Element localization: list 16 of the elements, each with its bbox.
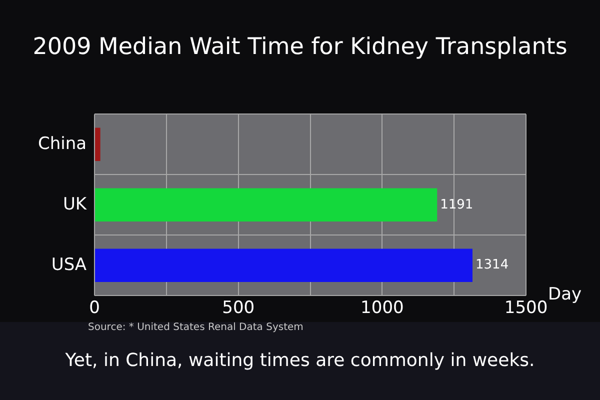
- bar: [95, 128, 100, 162]
- x-axis-title: Day: [548, 284, 582, 305]
- x-tick-label: 0: [89, 298, 100, 318]
- data-label: 1314: [476, 258, 509, 273]
- bar: [95, 248, 472, 282]
- bar: [95, 188, 438, 222]
- x-tick-label: 1000: [360, 298, 404, 318]
- x-tick-label: 500: [222, 298, 255, 318]
- text: Yet, in China, waiting times are commonly in weeks.: [64, 350, 536, 371]
- data-label: 1191: [440, 197, 474, 212]
- x-tick-label: 1500: [504, 298, 548, 318]
- source-note: Source: * United States Renal Data System: [88, 322, 304, 333]
- y-tick-label: UK: [62, 194, 88, 214]
- y-tick-label: USA: [51, 254, 87, 275]
- chart-title: 2009 Median Wait Time for Kidney Transplants: [32, 34, 568, 60]
- y-tick-label: China: [38, 134, 87, 154]
